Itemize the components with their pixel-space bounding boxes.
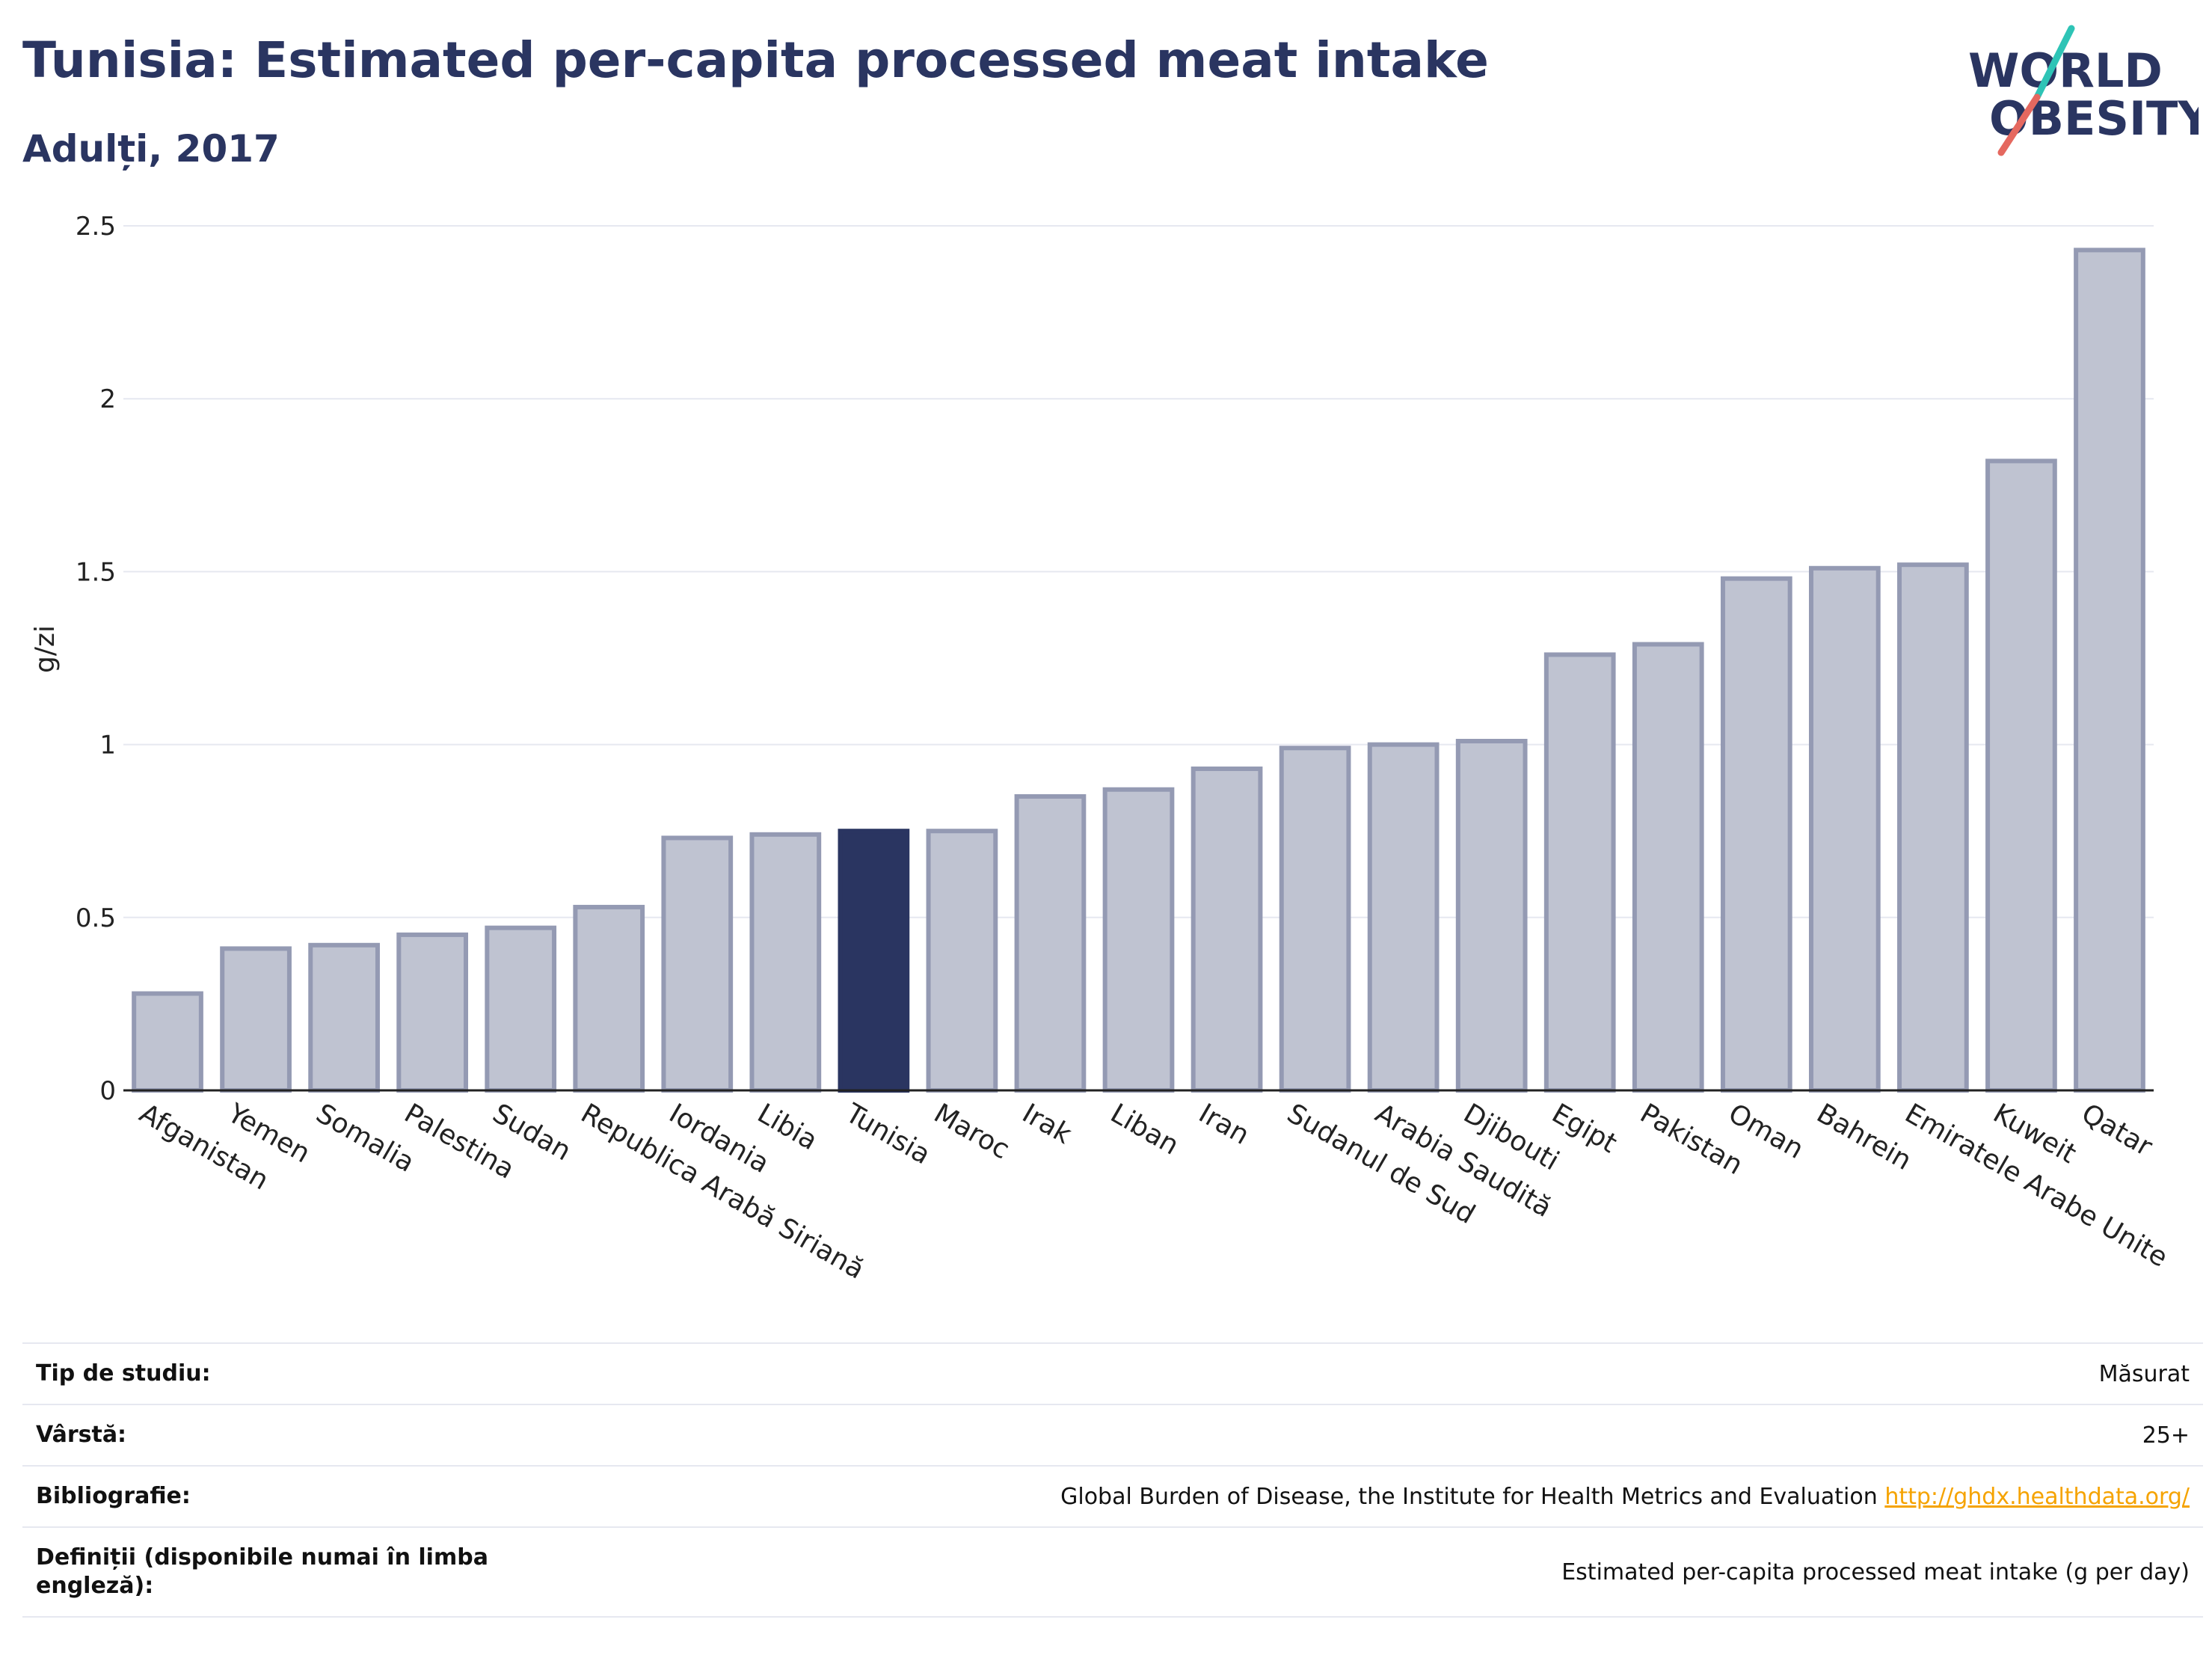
metadata-table: Tip de studiu: Măsurat Vârstă: 25+ Bibli… — [22, 1342, 2203, 1618]
bar-emiratele-arabe-unite[interactable] — [1897, 562, 1969, 1093]
bar-irak[interactable] — [1014, 793, 1087, 1093]
metadata-label: Vârstă: — [36, 1422, 127, 1448]
logo-text-world: WORLD — [1968, 43, 2163, 98]
bar-palestina[interactable] — [396, 932, 469, 1093]
bar-sudanul-de-sud[interactable] — [1279, 746, 1351, 1093]
bar-iran[interactable] — [1191, 766, 1263, 1093]
bar-afganistan[interactable] — [132, 991, 203, 1093]
bar-pakistan[interactable] — [1632, 642, 1704, 1093]
metadata-row-bibliography: Bibliografie: Global Burden of Disease, … — [22, 1466, 2203, 1527]
bar-bahrein[interactable] — [1808, 565, 1881, 1093]
x-tick-label: Tunisia — [840, 1098, 936, 1170]
bar-republica-arabă-siriană[interactable] — [573, 904, 645, 1093]
bar-oman[interactable] — [1720, 576, 1792, 1093]
bar-djibouti[interactable] — [1455, 738, 1528, 1093]
y-axis-label: g/zi — [30, 625, 61, 673]
logo-slash-teal — [2033, 25, 2075, 101]
bar-yemen[interactable] — [220, 946, 292, 1093]
bibliography-link[interactable]: http://ghdx.healthdata.org/ — [1884, 1483, 2190, 1510]
x-tick-label: Somalia — [311, 1098, 420, 1179]
y-tick-label: 0 — [99, 1076, 116, 1106]
y-axis-ticks: 0 0.5 1 1.5 2 2.5 — [76, 212, 116, 1106]
bar-chart: 0 0.5 1 1.5 2 2.5 AfganistanYemenSomaliaPales… — [30, 212, 2173, 1286]
bar-iordania[interactable] — [661, 835, 734, 1093]
x-tick-label: Maroc — [929, 1098, 1015, 1165]
chart-subtitle: Adulți, 2017 — [22, 127, 280, 171]
metadata-value: 25+ — [2142, 1422, 2190, 1449]
bar-egipt[interactable] — [1543, 652, 1616, 1093]
bar-sudan[interactable] — [485, 925, 557, 1093]
metadata-row-age: Vârstă: 25+ — [22, 1404, 2203, 1466]
chart-title: Tunisia: Estimated per-capita processed … — [22, 31, 1489, 89]
x-tick-label: Bahrein — [1811, 1098, 1916, 1176]
bibliography-text: Global Burden of Disease, the Institute … — [1060, 1483, 1878, 1510]
y-tick-label: 1.5 — [76, 557, 116, 587]
x-tick-label: Liban — [1105, 1098, 1184, 1161]
x-tick-label: Iran — [1193, 1098, 1254, 1151]
bar-arabia-saudită[interactable] — [1367, 742, 1440, 1093]
bar-libia[interactable] — [749, 832, 822, 1093]
metadata-row-definitions: Definiții (disponibile numai în limba en… — [22, 1527, 2203, 1617]
bar-liban[interactable] — [1102, 787, 1175, 1093]
bar-qatar[interactable] — [2074, 248, 2145, 1093]
bar-tunisia[interactable] — [838, 829, 910, 1093]
y-tick-label: 1 — [99, 731, 116, 761]
y-tick-label: 2.5 — [76, 212, 116, 242]
bar-somalia[interactable] — [308, 942, 380, 1093]
world-obesity-logo: WORLD OBESITY — [1968, 25, 2199, 156]
metadata-label: Tip de studiu: — [36, 1360, 211, 1387]
bar-kuweit[interactable] — [1985, 458, 2057, 1093]
metadata-label: Bibliografie: — [36, 1483, 191, 1509]
logo-slash-coral — [1997, 93, 2041, 156]
metadata-value: Global Burden of Disease, the Institute … — [513, 1466, 2203, 1527]
bars — [132, 248, 2145, 1093]
metadata-value: Estimated per-capita processed meat inta… — [1561, 1559, 2190, 1585]
metadata-row-study-type: Tip de studiu: Măsurat — [22, 1343, 2203, 1404]
y-tick-label: 0.5 — [76, 903, 116, 933]
bar-maroc[interactable] — [926, 829, 998, 1093]
metadata-label: Definiții (disponibile numai în limba en… — [36, 1544, 488, 1599]
x-tick-label: Irak — [1017, 1098, 1077, 1150]
x-tick-label: Qatar — [2076, 1098, 2157, 1162]
metadata-value: Măsurat — [2098, 1360, 2190, 1387]
y-tick-label: 2 — [99, 384, 116, 414]
